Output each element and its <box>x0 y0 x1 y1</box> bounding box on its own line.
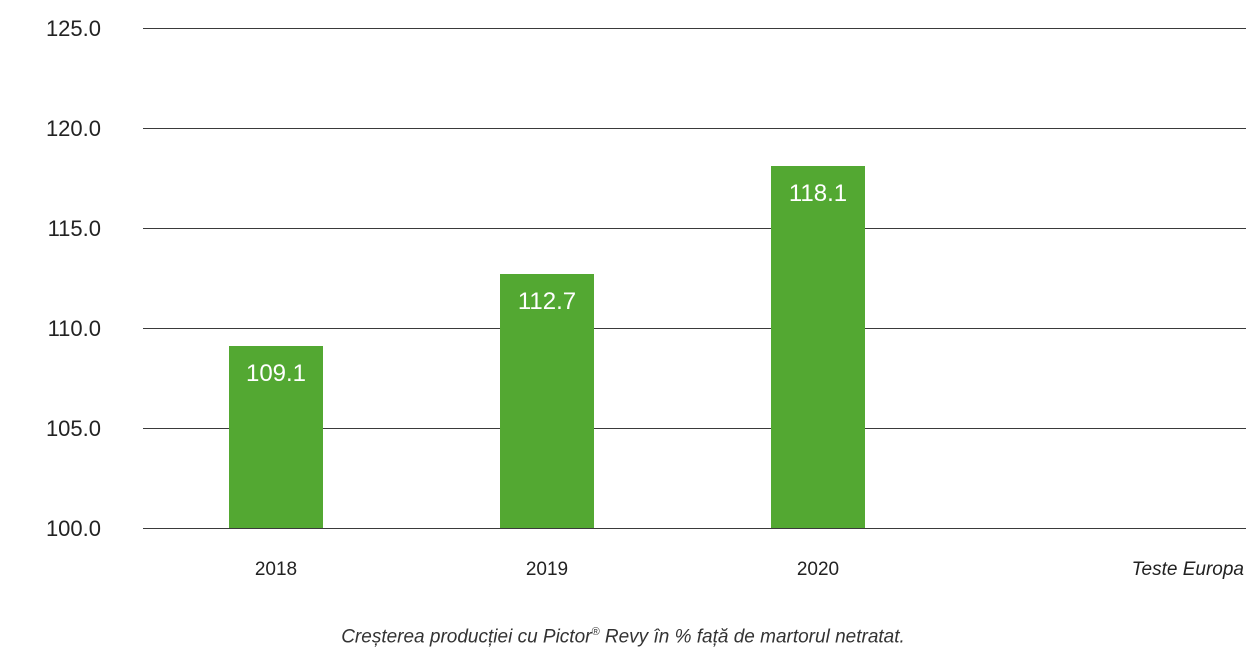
y-tick-label: 115.0 <box>48 216 101 241</box>
y-tick-label: 120.0 <box>46 116 101 141</box>
y-tick-label: 100.0 <box>46 516 101 541</box>
series-annotation: Teste Europa <box>1132 559 1244 580</box>
x-axis-category-labels: 2018 2019 2020 <box>255 559 839 580</box>
y-axis-tick-labels: 100.0 105.0 110.0 115.0 120.0 125.0 <box>46 16 101 541</box>
data-labels: 109.1 112.7 118.1 <box>246 180 847 387</box>
data-label-2018: 109.1 <box>246 360 306 387</box>
caption-text-end: Revy în % față de martorul netratat. <box>599 626 905 648</box>
gridlines <box>143 28 1246 529</box>
chart-caption: Creșterea producției cu Pictor® Revy în … <box>0 626 1246 648</box>
y-tick-label: 105.0 <box>46 416 101 441</box>
bar-2018 <box>229 346 323 528</box>
bar-2019 <box>500 274 594 528</box>
data-label-2020: 118.1 <box>789 180 847 207</box>
y-tick-label: 125.0 <box>46 16 101 41</box>
x-tick-label: 2018 <box>255 559 297 580</box>
registered-mark: ® <box>591 626 600 638</box>
bars <box>229 166 865 528</box>
data-label-2019: 112.7 <box>518 288 576 315</box>
bar-2020 <box>771 166 865 528</box>
x-tick-label: 2019 <box>526 559 568 580</box>
y-tick-label: 110.0 <box>48 316 101 341</box>
x-tick-label: 2020 <box>797 559 839 580</box>
caption-text-start: Creșterea producției cu Pictor <box>341 626 592 648</box>
